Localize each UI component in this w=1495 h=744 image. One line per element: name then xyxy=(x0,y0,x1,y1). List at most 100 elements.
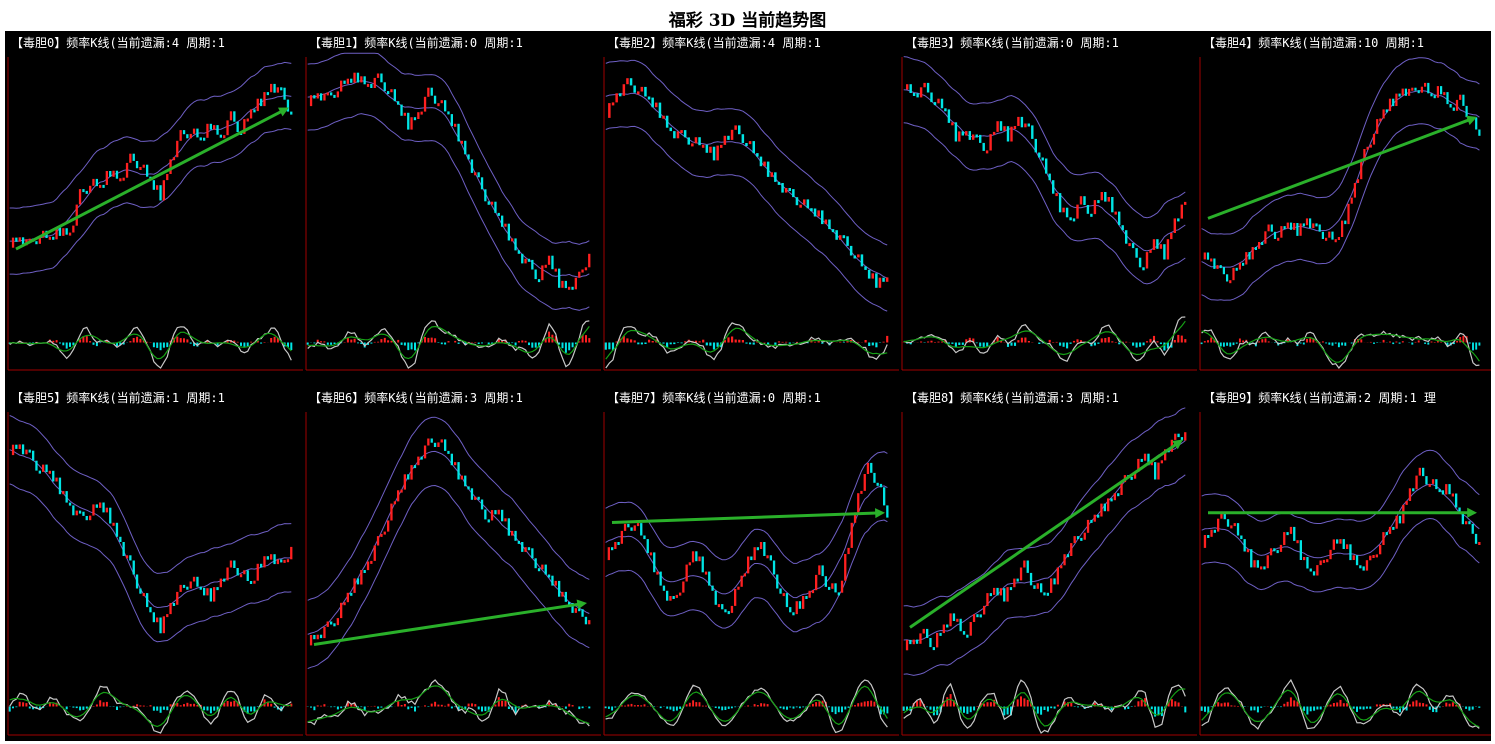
candle xyxy=(263,556,266,568)
candle xyxy=(169,603,172,615)
candle xyxy=(633,525,636,531)
candle xyxy=(1398,515,1402,524)
candle xyxy=(132,560,135,575)
candle xyxy=(1220,511,1223,519)
candle xyxy=(1033,585,1036,589)
candle xyxy=(1286,532,1289,536)
candle xyxy=(1213,529,1216,533)
bollinger-mid xyxy=(903,89,1186,252)
candle xyxy=(770,172,773,177)
candle xyxy=(1006,126,1010,142)
candle xyxy=(578,608,581,612)
candle-chart-3 xyxy=(901,56,1197,371)
candle xyxy=(972,134,975,140)
bollinger-upper xyxy=(605,59,888,246)
candle xyxy=(926,628,929,638)
candle xyxy=(777,181,781,185)
candle xyxy=(1372,555,1375,558)
candle xyxy=(1046,592,1049,596)
candle xyxy=(1229,280,1232,284)
candle xyxy=(623,523,627,531)
candle xyxy=(283,87,286,100)
candle xyxy=(1334,239,1337,243)
candle xyxy=(249,109,253,119)
candle xyxy=(1017,116,1020,126)
candle xyxy=(1128,243,1131,247)
candle xyxy=(1233,523,1236,527)
candle xyxy=(159,617,162,634)
candle xyxy=(58,227,62,236)
candle xyxy=(1382,532,1385,545)
candle xyxy=(653,552,656,573)
candle xyxy=(933,102,937,106)
candle xyxy=(420,456,423,460)
candle xyxy=(1203,535,1207,548)
bollinger-lower xyxy=(1201,517,1480,593)
candle xyxy=(922,628,925,634)
candle xyxy=(1461,512,1464,525)
candle xyxy=(644,86,647,97)
candle xyxy=(102,502,105,513)
candle xyxy=(1076,204,1079,219)
macd-slow-line xyxy=(307,685,590,725)
candle xyxy=(811,590,815,594)
panel-header: 【毒胆1】频率K线(当前遗漏:0 周期:1 xyxy=(309,36,523,50)
candle xyxy=(1385,109,1388,113)
candle xyxy=(326,92,329,96)
candle xyxy=(1375,554,1378,558)
candle xyxy=(949,613,952,627)
candle xyxy=(400,104,403,116)
candle xyxy=(1379,544,1382,555)
candle xyxy=(1366,146,1369,150)
candle xyxy=(1449,104,1452,108)
candle xyxy=(1299,223,1302,236)
candle xyxy=(636,523,640,527)
candle xyxy=(750,556,753,561)
candle xyxy=(551,575,554,586)
candle xyxy=(346,78,349,84)
trend-arrow-line xyxy=(15,109,283,251)
candle xyxy=(397,490,400,502)
candle xyxy=(619,93,622,97)
candle xyxy=(1156,239,1159,249)
candle xyxy=(694,137,698,144)
candle xyxy=(1326,559,1329,563)
candle xyxy=(617,542,620,545)
candle xyxy=(1385,532,1388,536)
candle xyxy=(38,237,41,244)
macd-fast-line xyxy=(605,322,888,369)
candle xyxy=(615,93,618,103)
candle xyxy=(975,134,978,138)
candle xyxy=(937,98,940,104)
chart-panel-5: 【毒胆5】频率K线(当前遗漏:1 周期:1 xyxy=(5,386,303,741)
candle xyxy=(1276,550,1279,554)
candle xyxy=(831,229,835,233)
candle-chart-4 xyxy=(1199,57,1491,371)
candle xyxy=(457,123,460,142)
candle xyxy=(52,236,55,240)
candle xyxy=(1306,557,1309,569)
candle xyxy=(1100,192,1103,201)
trend-arrow-head xyxy=(1172,439,1183,450)
candle xyxy=(229,111,233,121)
candle xyxy=(946,624,949,628)
candle xyxy=(646,539,649,554)
candle xyxy=(326,621,329,627)
candle xyxy=(795,197,799,206)
candle xyxy=(745,143,748,146)
candle xyxy=(969,622,972,636)
candle xyxy=(968,131,971,140)
candle xyxy=(782,593,785,597)
candle xyxy=(1135,248,1138,258)
candle xyxy=(501,509,504,522)
candle xyxy=(1160,460,1163,464)
candle xyxy=(226,120,229,136)
candle xyxy=(55,477,58,482)
candle xyxy=(588,620,591,625)
candle xyxy=(467,486,470,490)
candle xyxy=(1145,252,1149,269)
candle xyxy=(1251,247,1254,260)
candle xyxy=(740,575,743,587)
chart-panel-2: 【毒胆2】频率K线(当前遗漏:4 周期:1 xyxy=(601,31,899,376)
candle xyxy=(521,253,524,264)
